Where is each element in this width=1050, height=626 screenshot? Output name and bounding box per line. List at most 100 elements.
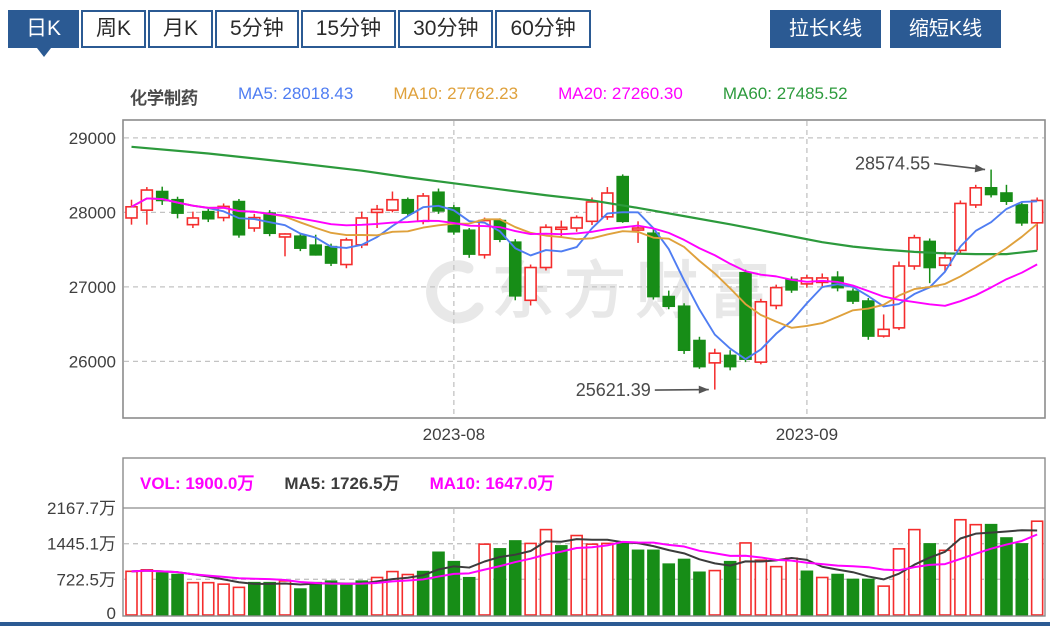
volume-bar xyxy=(831,573,844,616)
main-chart-legend: 化学制药 MA5: 28018.43 MA10: 27762.23 MA20: … xyxy=(130,84,848,109)
tab-monthly-k[interactable]: 月K xyxy=(148,10,214,48)
volume-bar xyxy=(739,542,752,616)
volume-bar xyxy=(647,549,660,616)
candle-body xyxy=(386,198,399,211)
tab-daily-k[interactable]: 日K xyxy=(8,10,80,57)
volume-bar xyxy=(570,534,583,616)
candle-body xyxy=(877,328,890,337)
candle-body xyxy=(954,202,967,252)
candle-body xyxy=(340,239,353,266)
candle-body xyxy=(401,198,415,214)
volume-bar xyxy=(370,576,384,616)
tab-15min[interactable]: 15分钟 xyxy=(300,10,397,48)
volume-bar xyxy=(923,543,937,616)
volume-bar xyxy=(631,549,645,616)
vol-ma5-line xyxy=(131,529,1038,586)
volume-bar xyxy=(447,560,461,616)
candle-body xyxy=(570,216,583,229)
vol-y-tick-label: 722.5万 xyxy=(56,570,116,589)
candle-body xyxy=(201,210,215,220)
candle-body xyxy=(155,190,169,202)
candle-body xyxy=(186,217,200,226)
candle-body xyxy=(1030,199,1044,224)
vol-y-tick-label: 2167.7万 xyxy=(47,499,116,518)
volume-bar xyxy=(324,580,338,616)
kline-plot-area[interactable] xyxy=(123,120,1045,418)
tab-60min[interactable]: 60分钟 xyxy=(495,10,591,48)
main-grid: 29000 28000 27000 26000 2023-08 2023-09 xyxy=(69,121,1044,444)
tab-weekly-k[interactable]: 周K xyxy=(81,10,147,48)
candle-body xyxy=(278,233,292,238)
candle-body xyxy=(892,265,906,329)
annotation-text: 25621.39 xyxy=(576,380,651,400)
y-tick-label: 28000 xyxy=(69,203,116,222)
candle-body xyxy=(846,290,860,302)
volume-bar xyxy=(877,585,890,616)
candle-body xyxy=(1015,204,1029,224)
candle-body xyxy=(616,175,630,223)
candle-body xyxy=(478,219,491,256)
volume-bar xyxy=(984,523,998,616)
legend-ma20: MA20: 27260.30 xyxy=(558,84,683,103)
volume-bar xyxy=(769,565,783,616)
tab-30min[interactable]: 30分钟 xyxy=(398,10,494,48)
volume-bar xyxy=(662,563,676,616)
candle-body xyxy=(923,240,937,269)
candle-body xyxy=(754,300,768,363)
volume-bar xyxy=(186,581,200,616)
candle-body xyxy=(171,198,184,214)
ma60-line xyxy=(131,145,1038,256)
stretch-kline-button[interactable]: 拉长K线 xyxy=(770,10,881,48)
volume-bar xyxy=(815,576,829,616)
candle-body xyxy=(539,226,553,269)
volume-bar xyxy=(938,549,952,616)
candle-body xyxy=(723,354,737,368)
volume-plot-area[interactable] xyxy=(123,508,1045,616)
candle-body xyxy=(370,208,384,214)
volume-bar xyxy=(155,572,169,616)
volume-bar xyxy=(723,560,737,616)
volume-panel-frame xyxy=(122,457,1046,617)
volume-bar xyxy=(693,571,706,616)
volume-bars-layer xyxy=(125,518,1044,616)
main-ma-lines xyxy=(131,145,1038,361)
candle-body xyxy=(524,266,537,302)
volume-bar xyxy=(432,551,445,616)
volume-bar xyxy=(861,578,875,616)
volume-bar xyxy=(1015,543,1029,616)
volume-bar xyxy=(263,581,276,616)
watermark-logo-icon xyxy=(426,260,484,324)
legend-ma10: MA10: 27762.23 xyxy=(393,84,519,103)
volume-bar xyxy=(478,543,491,616)
vol-y-tick-label: 0 xyxy=(107,604,116,623)
candle-body xyxy=(647,232,660,298)
volume-bar xyxy=(677,558,691,616)
main-plot-frame xyxy=(122,119,1046,419)
volume-bar xyxy=(1030,520,1044,616)
annotation-text: 28574.55 xyxy=(855,154,930,174)
shrink-kline-button[interactable]: 缩短K线 xyxy=(890,10,1001,48)
annotation-arrowhead xyxy=(974,164,986,173)
volume-bar xyxy=(493,548,507,616)
volume-bar xyxy=(708,569,722,616)
candle-body xyxy=(462,229,476,255)
volume-legend: VOL: 1900.0万 MA5: 1726.5万 MA10: 1647.0万 xyxy=(140,469,554,494)
candle-body xyxy=(554,226,568,231)
legend-vol: VOL: 1900.0万 xyxy=(140,474,255,493)
tab-5min[interactable]: 5分钟 xyxy=(215,10,299,48)
y-tick-label: 29000 xyxy=(69,129,116,148)
volume-bar xyxy=(462,576,476,616)
volume-bar xyxy=(601,542,614,616)
ma5-line xyxy=(131,197,1038,361)
volume-bar xyxy=(585,543,599,616)
candle-body xyxy=(708,352,722,364)
candle-body xyxy=(693,339,706,368)
candle-body xyxy=(769,286,783,307)
candle-body xyxy=(585,201,599,223)
candle-body xyxy=(294,235,307,249)
volume-bar xyxy=(201,581,215,616)
bottom-accent-bar xyxy=(0,622,1050,626)
volume-bar xyxy=(524,542,537,616)
candle-body xyxy=(631,227,645,231)
